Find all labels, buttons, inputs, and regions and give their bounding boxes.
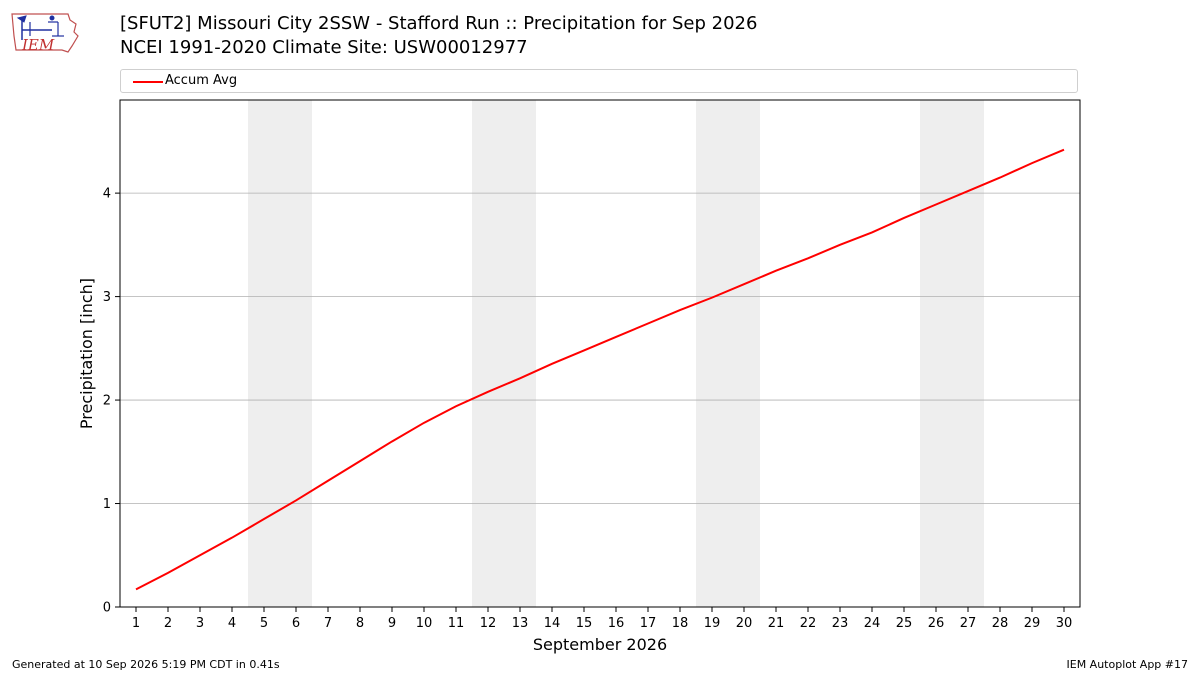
iem-logo: IEM <box>11 13 79 54</box>
weekend-band-4 <box>920 100 984 607</box>
x-tick-label-5: 5 <box>260 616 268 631</box>
x-tick-label-29: 29 <box>1024 616 1041 631</box>
x-tick-label-3: 3 <box>196 616 204 631</box>
x-tick-label-18: 18 <box>672 616 689 631</box>
x-tick-label-22: 22 <box>800 616 817 631</box>
weather-station-icon <box>16 15 64 40</box>
x-tick-label-26: 26 <box>928 616 945 631</box>
legend: Accum Avg <box>120 69 1078 93</box>
x-tick-label-24: 24 <box>864 616 881 631</box>
y-tick-label-4: 4 <box>103 187 111 202</box>
legend-label-accum-avg: Accum Avg <box>165 73 238 88</box>
x-tick-label-23: 23 <box>832 616 849 631</box>
x-tick-label-28: 28 <box>992 616 1009 631</box>
x-tick-label-9: 9 <box>388 616 396 631</box>
y-tick-label-1: 1 <box>103 497 111 512</box>
y-tick-label-2: 2 <box>103 394 111 409</box>
plot-frame <box>119 99 1081 608</box>
x-tick-label-25: 25 <box>896 616 913 631</box>
x-tick-label-16: 16 <box>608 616 625 631</box>
legend-swatch-accum-avg <box>133 81 163 83</box>
x-tick-label-27: 27 <box>960 616 977 631</box>
x-tick-label-17: 17 <box>640 616 657 631</box>
x-tick-label-15: 15 <box>576 616 593 631</box>
x-tick-label-13: 13 <box>512 616 529 631</box>
logo-text: IEM <box>21 36 55 54</box>
x-tick-label-8: 8 <box>356 616 364 631</box>
footer-app-text: IEM Autoplot App #17 <box>1066 658 1189 671</box>
y-tick-label-3: 3 <box>103 290 111 305</box>
x-tick-label-14: 14 <box>544 616 561 631</box>
iowa-outline-icon <box>11 13 79 53</box>
series-line-accum-avg <box>135 148 1065 591</box>
x-axis-label: September 2026 <box>533 635 667 654</box>
y-axis-label: Precipitation [inch] <box>77 278 96 429</box>
weekend-band-3 <box>696 100 760 607</box>
x-tick-label-6: 6 <box>292 616 300 631</box>
weekend-band-1 <box>248 100 312 607</box>
x-tick-label-4: 4 <box>228 616 236 631</box>
x-tick-label-30: 30 <box>1056 616 1073 631</box>
x-tick-label-10: 10 <box>416 616 433 631</box>
x-tick-label-19: 19 <box>704 616 721 631</box>
x-tick-label-2: 2 <box>164 616 172 631</box>
footer-generated-text: Generated at 10 Sep 2026 5:19 PM CDT in … <box>12 658 280 671</box>
x-tick-label-7: 7 <box>324 616 332 631</box>
chart-title: [SFUT2] Missouri City 2SSW - Stafford Ru… <box>120 13 758 34</box>
y-tick-label-0: 0 <box>103 601 111 616</box>
x-tick-label-20: 20 <box>736 616 753 631</box>
x-tick-label-21: 21 <box>768 616 785 631</box>
chart-subtitle: NCEI 1991-2020 Climate Site: USW00012977 <box>120 37 528 58</box>
x-tick-label-12: 12 <box>480 616 497 631</box>
x-tick-label-11: 11 <box>448 616 465 631</box>
x-tick-label-1: 1 <box>132 616 140 631</box>
weekend-band-2 <box>472 100 536 607</box>
